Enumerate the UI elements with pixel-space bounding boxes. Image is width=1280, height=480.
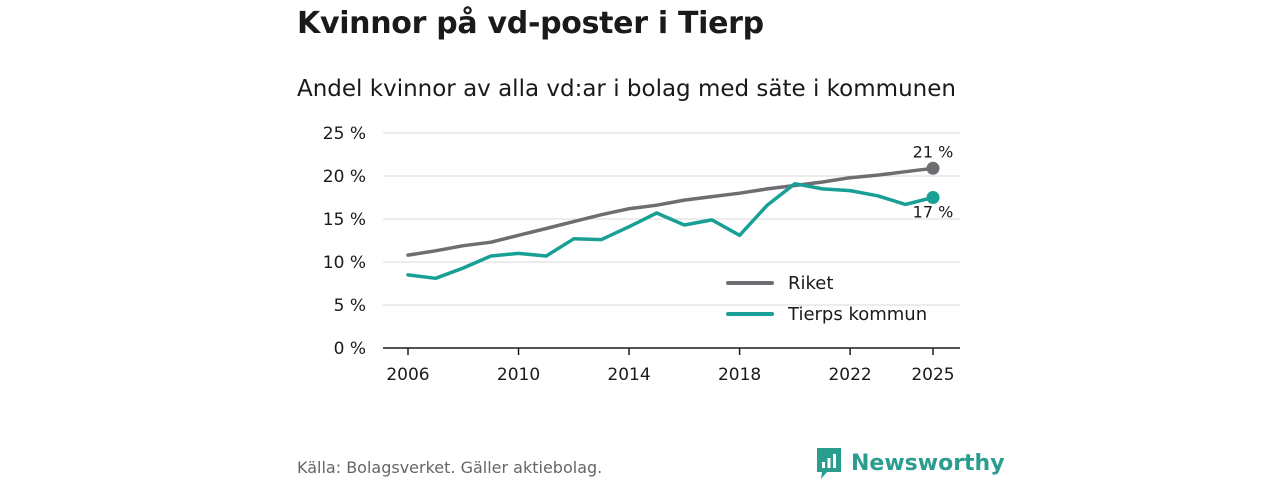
legend-label: Tierps kommun [787, 304, 927, 325]
x-tick-label: 2010 [497, 365, 540, 385]
y-tick-label: 25 % [323, 124, 366, 144]
series-lines [406, 161, 940, 281]
x-tick-label: 2006 [386, 365, 429, 385]
source-note: Källa: Bolagsverket. Gäller aktiebolag. [297, 458, 603, 477]
end-labels: 21 % 17 % [913, 142, 954, 221]
x-tick-label: 2025 [911, 365, 954, 385]
brand-logo: Newsworthy [815, 446, 1005, 480]
y-tick-label: 5 % [334, 296, 366, 316]
series-line-riket [406, 166, 935, 257]
legend-label: Riket [788, 273, 833, 294]
newsworthy-logo-icon [817, 448, 841, 479]
end-label-riket: 21 % [913, 142, 954, 161]
x-tick-label: 2022 [828, 365, 871, 385]
chart-subtitle: Andel kvinnor av alla vd:ar i bolag med … [297, 76, 956, 102]
y-tick-label: 0 % [334, 339, 366, 359]
chart-title: Kvinnor på vd-poster i Tierp [297, 6, 764, 41]
end-point-riket [926, 161, 940, 175]
end-point-tierp [926, 191, 940, 204]
x-tick-label: 2018 [718, 365, 761, 385]
axes: 0 % 5 % 10 % 15 % 20 % 25 % 2006 2010 2014 2018 20… [323, 124, 960, 385]
end-label-tierp: 17 % [913, 203, 954, 222]
series-line-tierp [406, 181, 935, 281]
line-chart: 0 % 5 % 10 % 15 % 20 % 25 % 2006 2010 2014 2018 20… [323, 124, 960, 385]
x-tick-label: 2014 [607, 365, 650, 385]
y-tick-label: 10 % [323, 253, 366, 273]
y-tick-label: 15 % [323, 210, 366, 230]
legend: Riket Tierps kommun [726, 273, 927, 325]
y-tick-label: 20 % [323, 167, 366, 187]
brand-name: Newsworthy [851, 450, 1005, 476]
